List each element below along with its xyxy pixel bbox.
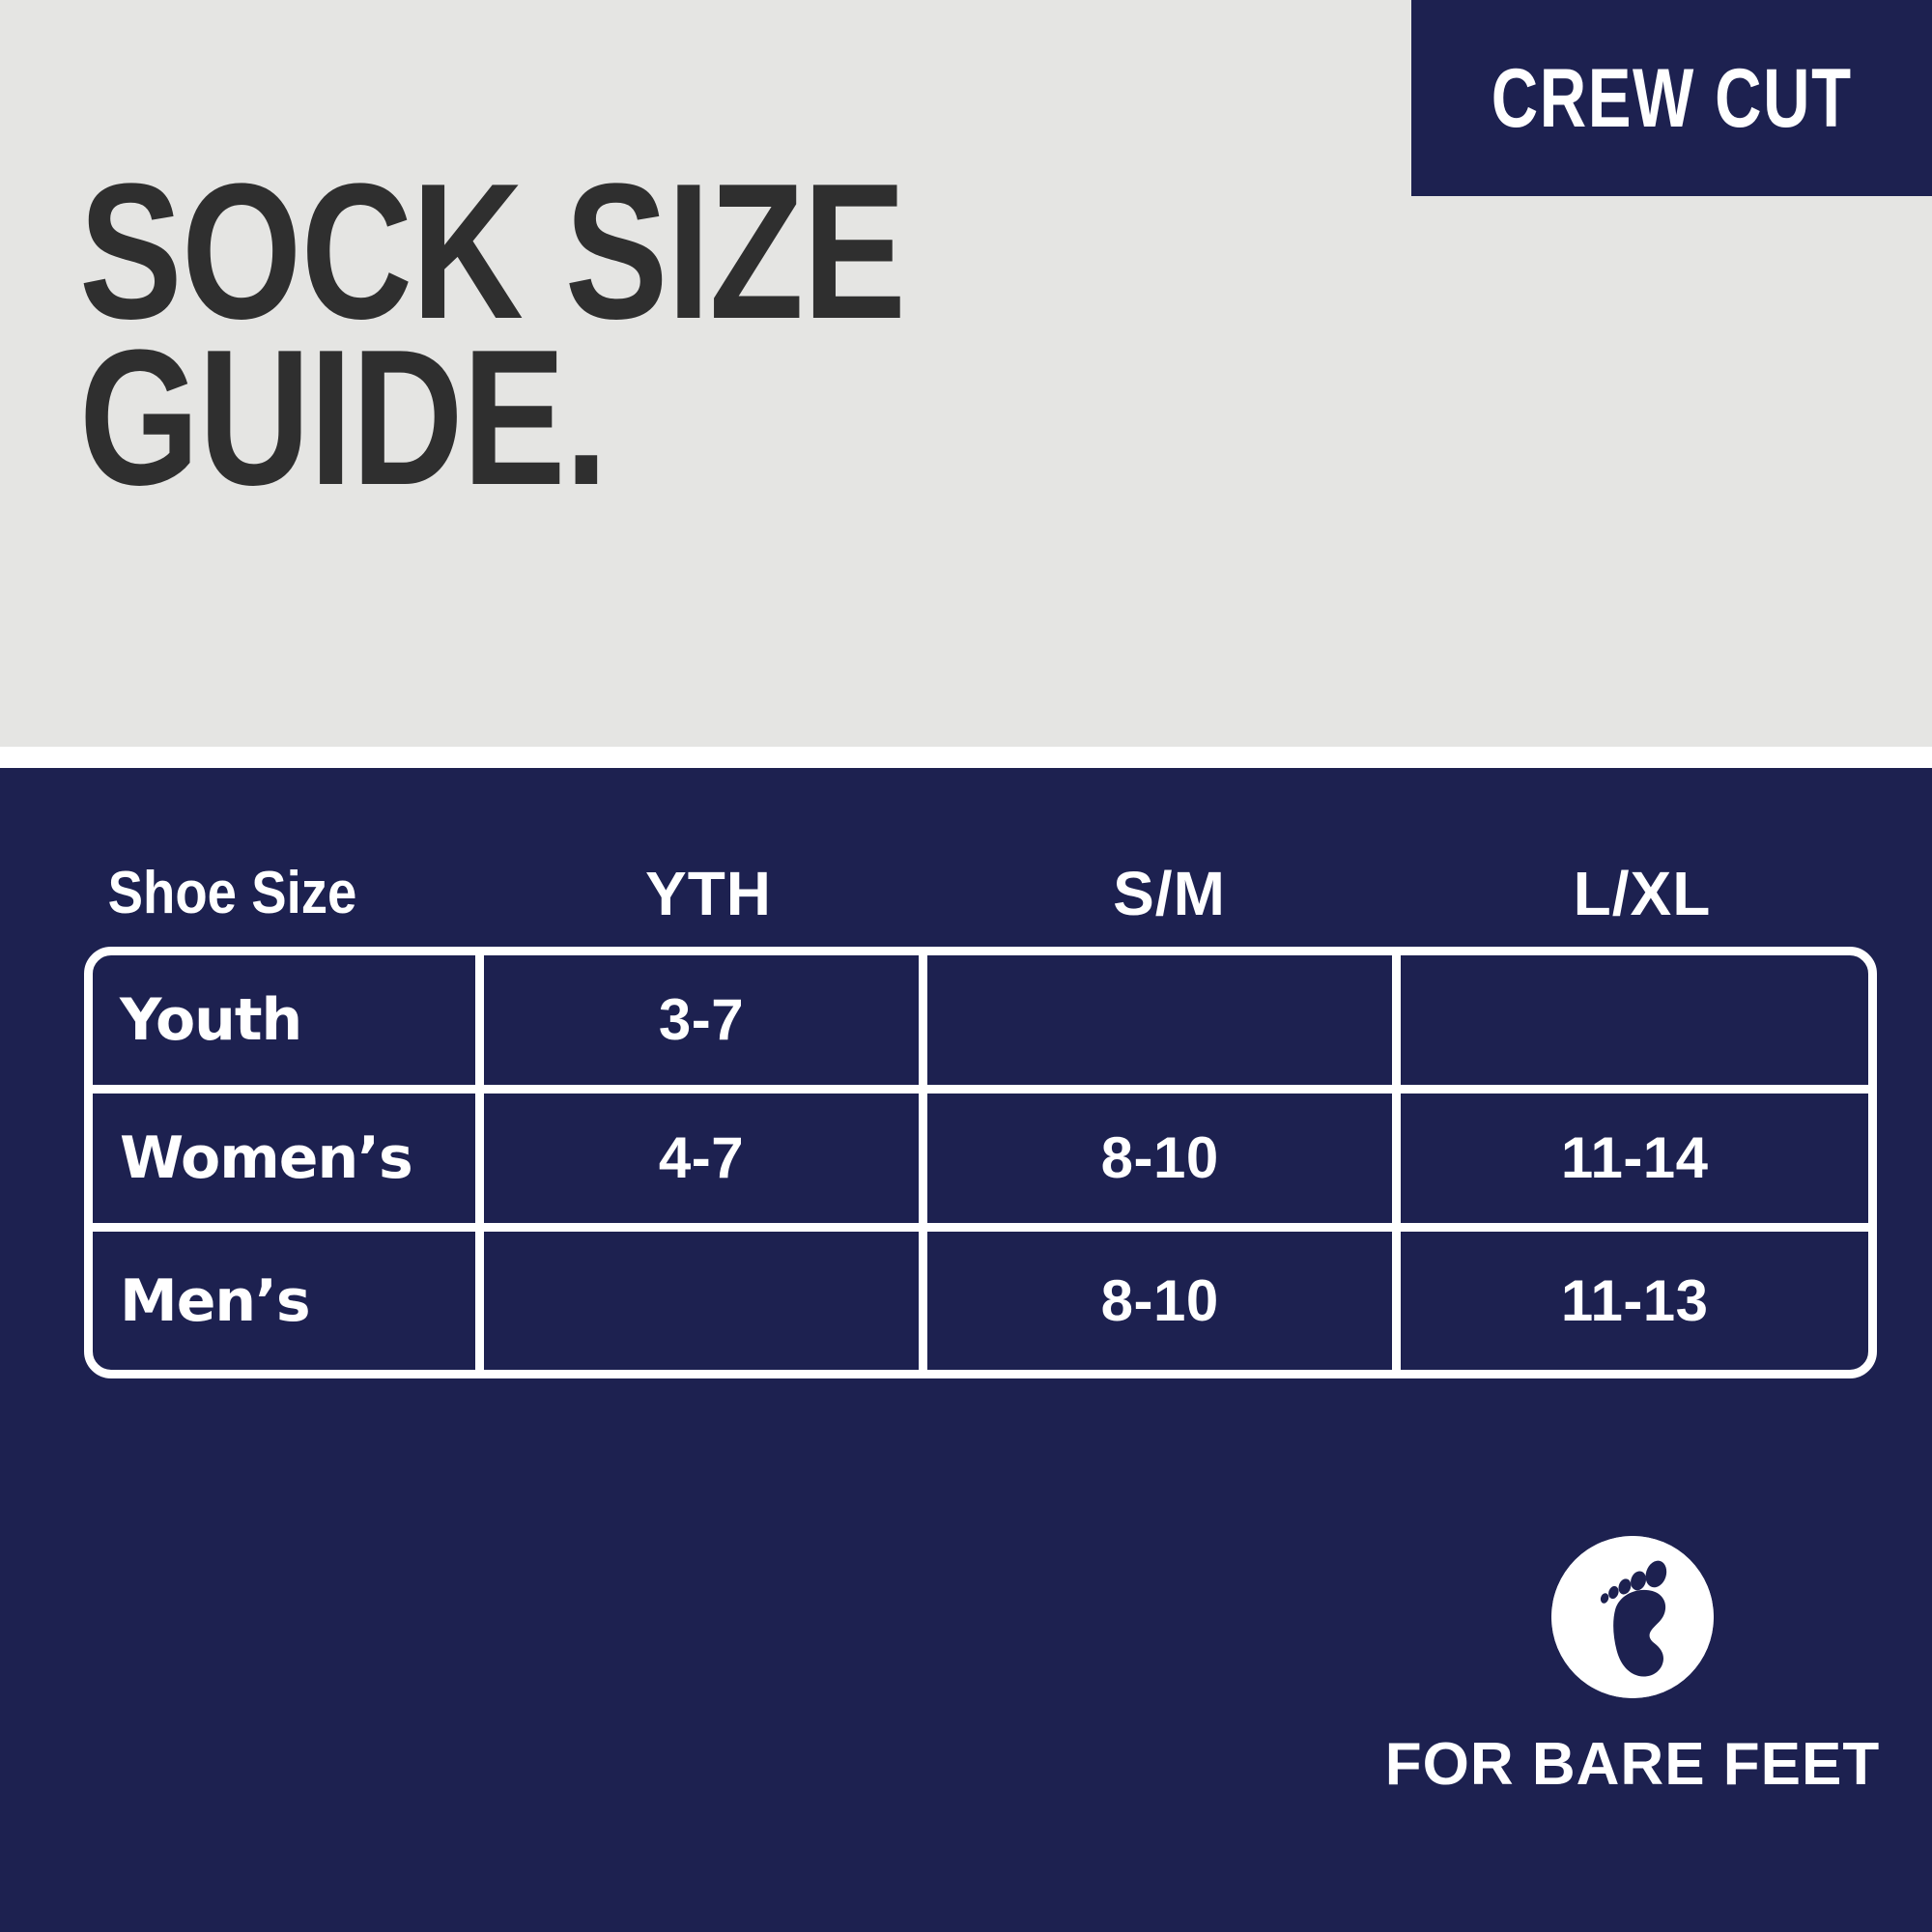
size-chart-panel: Shoe Size YTH S/M L/XL Youth 3-7 Women’s… xyxy=(0,768,1932,1932)
cell-mens-yth xyxy=(484,1232,927,1370)
cell-youth-sm xyxy=(927,955,1402,1085)
cell-youth-lxl xyxy=(1401,955,1868,1085)
table-body: Youth 3-7 Women’s 4-7 8-10 11-14 Men’s 8… xyxy=(84,947,1877,1378)
brand-lockup: FOR BARE FEET xyxy=(1384,1536,1881,1798)
page-title: SOCK SIZE GUIDE. xyxy=(79,144,906,526)
cell-mens-sm: 8-10 xyxy=(927,1232,1402,1370)
row-label-mens: Men’s xyxy=(93,1232,485,1370)
table-header-row: Shoe Size YTH S/M L/XL xyxy=(84,845,1877,942)
brand-name: FOR BARE FEET xyxy=(1384,1731,1881,1798)
column-header-lxl: L/XL xyxy=(1573,859,1712,928)
row-label-youth: Youth xyxy=(93,955,485,1085)
table-row: Youth 3-7 xyxy=(93,955,1868,1094)
header-band: CREW CUT SOCK SIZE GUIDE. xyxy=(0,0,1932,747)
cell-womens-sm: 8-10 xyxy=(927,1094,1402,1223)
table-row: Men’s 8-10 11-13 xyxy=(93,1232,1868,1370)
size-table: Shoe Size YTH S/M L/XL Youth 3-7 Women’s… xyxy=(84,863,1877,1378)
footprint-icon xyxy=(1551,1536,1714,1698)
crew-cut-badge: CREW CUT xyxy=(1411,0,1932,196)
row-label-womens: Women’s xyxy=(93,1094,485,1223)
cell-mens-lxl: 11-13 xyxy=(1560,1267,1709,1333)
cell-womens-lxl: 11-14 xyxy=(1560,1125,1709,1190)
cell-womens-yth: 4-7 xyxy=(484,1094,927,1223)
table-row: Women’s 4-7 8-10 11-14 xyxy=(93,1094,1868,1232)
section-divider xyxy=(0,747,1932,768)
crew-cut-label: CREW CUT xyxy=(1491,51,1853,145)
column-header-sm: S/M xyxy=(1113,859,1226,928)
cell-youth-yth: 3-7 xyxy=(484,955,927,1085)
column-header-yth: YTH xyxy=(645,859,772,928)
column-header-shoe-size: Shoe Size xyxy=(107,860,357,926)
